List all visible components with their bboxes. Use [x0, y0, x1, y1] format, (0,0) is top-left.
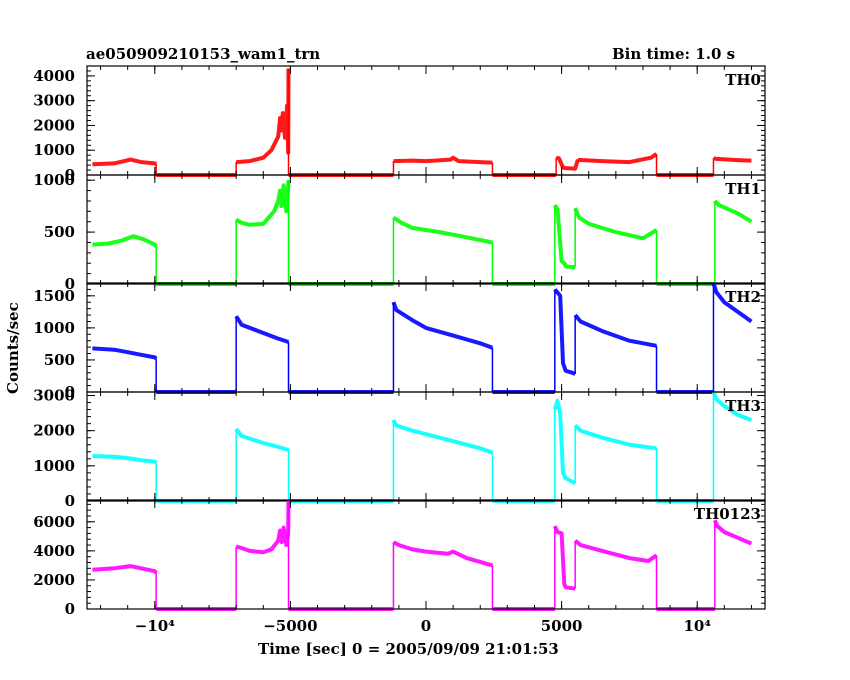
series-th1-seg-9: [713, 199, 753, 224]
series-th2-seg-0: [92, 346, 158, 361]
series-th3-seg-2: [234, 427, 290, 452]
series-th2-seg-7: [573, 313, 657, 348]
series-th0123-seg-9: [712, 519, 753, 546]
y-tick-label-th0-4000: 4000: [33, 67, 75, 85]
series-th2-seg-2: [234, 315, 290, 344]
x-axis-label: Time [sec] 0 = 2005/09/09 21:01:53: [258, 640, 559, 658]
y-tick-label-th0-3000: 3000: [33, 92, 75, 110]
panel-th0123: [86, 499, 766, 611]
panel-label-th0123: TH0123: [694, 505, 761, 523]
panel-label-th3: TH3: [725, 397, 761, 415]
plot-title: ae050909210153_wam1_trn: [86, 45, 321, 63]
y-tick-label-th1-500: 500: [44, 223, 75, 241]
series-th0-seg-6: [555, 155, 580, 171]
panel-label-th2: TH2: [725, 288, 761, 306]
panel-frame-th0: [86, 65, 766, 176]
series-th0-seg-9: [712, 156, 752, 163]
panel-th0: [86, 65, 766, 177]
panel-frame-th3: [86, 391, 766, 502]
x-tick-label-2: 0: [421, 617, 431, 635]
series-th1-seg-4: [392, 215, 493, 245]
x-tick-label-3: 5000: [541, 617, 583, 635]
y-tick-label-th0123-6000: 6000: [33, 513, 75, 531]
series-th0123-seg-6: [552, 525, 576, 591]
y-tick-label-th0123-2000: 2000: [33, 571, 75, 589]
series-th2-seg-6: [553, 288, 576, 376]
series-th0123-seg-7: [573, 539, 658, 563]
y-tick-label-th2-500: 500: [44, 351, 75, 369]
y-tick-label-th0-2000: 2000: [33, 116, 75, 134]
y-tick-label-th2-1500: 1500: [33, 287, 75, 305]
series-th2-seg-4: [391, 301, 494, 350]
x-tick-label-0: −10⁴: [135, 617, 175, 635]
y-tick-label-th0-0: 0: [65, 166, 75, 184]
y-tick-label-th2-1000: 1000: [33, 319, 75, 337]
y-tick-label-th3-0: 0: [65, 492, 75, 510]
series-th0-seg-7: [577, 152, 658, 165]
series-th0123-seg-0: [92, 564, 158, 575]
series-th3-seg-7: [573, 423, 657, 451]
series-th0-seg-0: [92, 157, 157, 167]
series-th3-seg-9: [711, 391, 753, 422]
x-tick-label-1: −5000: [263, 617, 317, 635]
series-th0-seg-4: [393, 155, 493, 165]
panel-th3: [86, 391, 766, 503]
panel-th1: [86, 174, 766, 286]
series-th1-seg-2: [235, 180, 291, 227]
series-th3-seg-4: [391, 419, 494, 455]
panel-frame-th0123: [86, 499, 766, 610]
series-th1-seg-7: [573, 207, 658, 241]
bin-time-label: Bin time: 1.0 s: [612, 45, 736, 63]
panel-frame-th2: [86, 282, 766, 393]
x-tick-label-4: 10⁴: [683, 617, 711, 635]
panel-th2: [86, 282, 766, 394]
series-th3-seg-6: [552, 398, 577, 486]
y-tick-label-th2-0: 0: [65, 383, 75, 401]
y-tick-label-th1-0: 0: [65, 275, 75, 293]
y-tick-label-th0123-4000: 4000: [33, 542, 75, 560]
series-th0123-seg-4: [392, 540, 493, 568]
series-th1-seg-6: [553, 204, 576, 270]
y-tick-label-th1-1000: 1000: [33, 171, 75, 189]
series-th2-seg-9: [711, 282, 753, 324]
y-tick-label-th3-3000: 3000: [33, 387, 75, 405]
y-tick-label-th3-2000: 2000: [33, 422, 75, 440]
panel-label-th0: TH0: [725, 71, 761, 89]
series-th1-seg-0: [92, 234, 158, 248]
y-tick-label-th0-1000: 1000: [33, 141, 75, 159]
series-th0-seg-2: [236, 68, 291, 165]
series-th3-seg-0: [92, 454, 158, 465]
y-axis-label: Counts/sec: [4, 302, 22, 394]
panel-label-th1: TH1: [725, 180, 761, 198]
y-tick-label-th0123-0: 0: [65, 600, 75, 618]
series-th0123-seg-2: [235, 499, 291, 555]
y-tick-label-th3-1000: 1000: [33, 457, 75, 475]
